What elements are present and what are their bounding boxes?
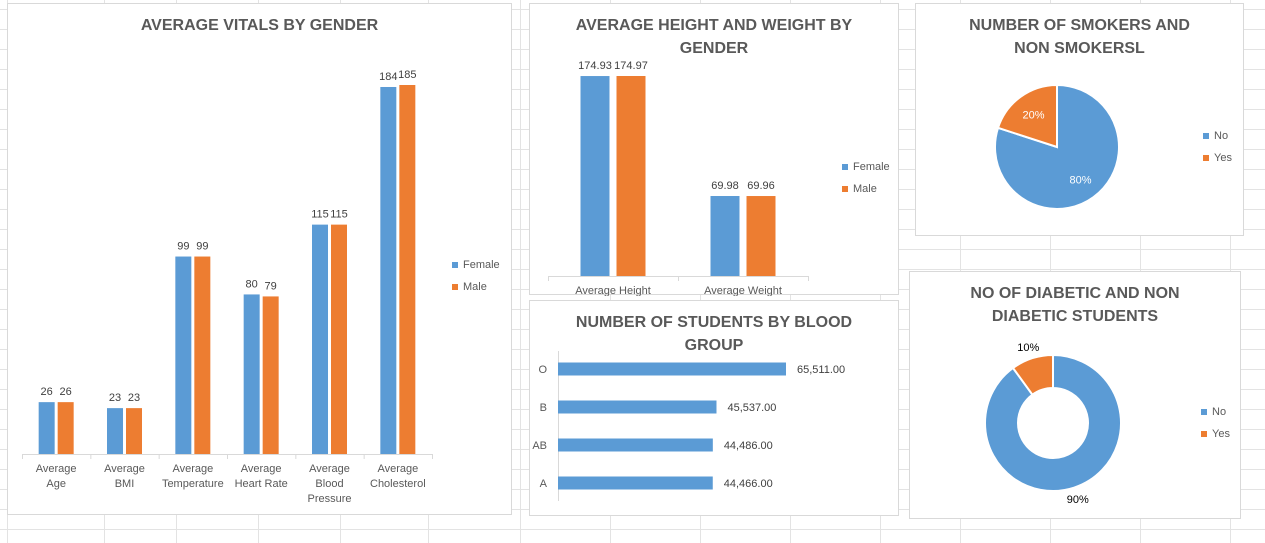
bar-male bbox=[194, 256, 211, 454]
legend-item-female: Female bbox=[452, 254, 500, 276]
bar-male bbox=[262, 296, 279, 454]
bar-a bbox=[558, 476, 713, 490]
data-label: 20% bbox=[1022, 110, 1044, 122]
x-tick-label: Average Heart Rate bbox=[235, 463, 288, 490]
chart-height-weight-plot: 174.93 174.97 Average Height 69.98 69.96 Aver… bbox=[548, 60, 809, 296]
bar-female bbox=[710, 196, 740, 276]
legend-item-male: Male bbox=[842, 178, 890, 200]
data-label: 45,537.00 bbox=[727, 402, 776, 414]
chart-blood-group-panel[interactable]: NUMBER OF STUDENTS BY BLOOD GROUP 65,511… bbox=[529, 300, 899, 516]
bar-male bbox=[746, 196, 776, 276]
x-tick-label: Average BMI bbox=[104, 463, 145, 490]
data-label: 65,511.00 bbox=[797, 364, 845, 376]
bar-male bbox=[616, 76, 646, 276]
y-tick-label: B bbox=[540, 402, 547, 414]
y-tick-label: A bbox=[540, 478, 548, 490]
x-tick-label: Average Blood Pressure bbox=[307, 463, 351, 505]
chart-diabetic-plot: 90% 10% bbox=[984, 342, 1122, 506]
y-tick-label: AB bbox=[532, 440, 547, 452]
legend: No Yes bbox=[1201, 401, 1230, 445]
data-label: 115 bbox=[311, 209, 329, 221]
chart-title: NUMBER OF SMOKERS AND NON SMOKERSL bbox=[969, 17, 1190, 57]
bar-female bbox=[312, 224, 328, 454]
chart-height-weight-panel[interactable]: AVERAGE HEIGHT AND WEIGHT BY GENDER 174.… bbox=[529, 3, 899, 296]
chart-vitals-plot: 26 26 Average Age 23 23 Average BMI 99 99 Average T… bbox=[22, 69, 433, 505]
data-label: 10% bbox=[1017, 342, 1039, 354]
chart-title: NUMBER OF STUDENTS BY BLOOD GROUP bbox=[575, 314, 853, 354]
data-label: 23 bbox=[128, 392, 140, 404]
data-label: 69.96 bbox=[747, 180, 775, 192]
chart-title: NO OF DIABETIC AND NON DIABETIC STUDENTS bbox=[970, 285, 1180, 325]
bar-male bbox=[57, 402, 74, 454]
data-label: 185 bbox=[398, 69, 416, 81]
data-label: 80 bbox=[246, 278, 258, 290]
data-label: 44,466.00 bbox=[724, 478, 773, 490]
data-label: 99 bbox=[196, 241, 208, 253]
legend-item-no: No bbox=[1203, 125, 1232, 147]
data-label: 23 bbox=[109, 392, 121, 404]
legend: Female Male bbox=[842, 156, 890, 200]
slice-yes bbox=[1011, 353, 1054, 397]
data-label: 69.98 bbox=[711, 180, 739, 192]
bar-female bbox=[175, 256, 192, 454]
chart-title: AVERAGE VITALS BY GENDER bbox=[140, 17, 379, 34]
legend-item-yes: Yes bbox=[1203, 147, 1232, 169]
bar-female bbox=[380, 86, 397, 454]
data-label: 26 bbox=[41, 386, 53, 398]
chart-blood-group-plot: 65,511.00 O 45,537.00 B 44,486.00 AB 44,466.00… bbox=[532, 351, 845, 501]
x-tick-label: Average Temperature bbox=[162, 463, 224, 490]
bar-female bbox=[107, 408, 123, 454]
x-tick-label: Average Weight bbox=[704, 285, 782, 296]
data-label: 80% bbox=[1069, 174, 1091, 186]
y-tick-label: O bbox=[538, 364, 547, 376]
x-tick-label: Average Age bbox=[36, 463, 77, 490]
bar-female bbox=[243, 294, 260, 454]
slice-yes bbox=[996, 83, 1058, 149]
data-label: 90% bbox=[1067, 494, 1089, 506]
data-label: 26 bbox=[60, 386, 72, 398]
data-label: 99 bbox=[177, 241, 189, 253]
x-tick-label: Average Height bbox=[575, 285, 651, 296]
chart-diabetic-panel[interactable]: NO OF DIABETIC AND NON DIABETIC STUDENTS… bbox=[909, 271, 1241, 519]
data-label: 115 bbox=[330, 209, 348, 221]
bar-male bbox=[126, 408, 142, 454]
bar-b bbox=[558, 400, 717, 414]
bar-male bbox=[399, 85, 416, 454]
legend-item-male: Male bbox=[452, 276, 500, 298]
x-tick-label: Average Cholesterol bbox=[370, 463, 426, 490]
bar-female bbox=[580, 76, 610, 277]
legend: Female Male bbox=[452, 254, 500, 298]
data-label: 44,486.00 bbox=[724, 440, 773, 452]
chart-vitals-panel[interactable]: AVERAGE VITALS BY GENDER 26 26 Average Age 2… bbox=[7, 3, 512, 515]
bar-male bbox=[331, 224, 347, 454]
chart-smokers-panel[interactable]: NUMBER OF SMOKERS AND NON SMOKERSL 80% 20… bbox=[915, 3, 1244, 236]
legend-item-female: Female bbox=[842, 156, 890, 178]
slice-no bbox=[984, 353, 1122, 492]
chart-smokers-plot: 80% 20% bbox=[994, 83, 1120, 210]
data-label: 174.97 bbox=[614, 60, 648, 72]
data-label: 184 bbox=[379, 71, 397, 83]
legend-item-yes: Yes bbox=[1201, 423, 1230, 445]
data-label: 174.93 bbox=[578, 60, 612, 72]
bar-female bbox=[38, 402, 55, 454]
bar-ab bbox=[558, 438, 713, 452]
legend-item-no: No bbox=[1201, 401, 1230, 423]
legend: No Yes bbox=[1203, 125, 1232, 169]
bar-o bbox=[558, 362, 786, 376]
chart-title: AVERAGE HEIGHT AND WEIGHT BY GENDER bbox=[575, 17, 853, 57]
data-label: 79 bbox=[265, 280, 277, 292]
